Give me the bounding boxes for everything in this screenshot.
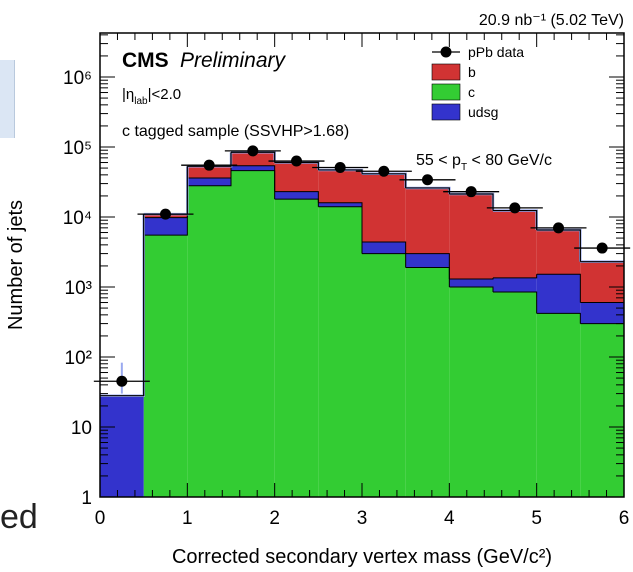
x-tick-label-1: 1 bbox=[182, 508, 193, 529]
bar-c-4 bbox=[274, 199, 319, 497]
data-point-11 bbox=[596, 242, 608, 254]
data-point-7 bbox=[422, 174, 433, 186]
bar-b-4 bbox=[274, 162, 319, 192]
status-label: Preliminary bbox=[180, 49, 287, 72]
y-tick-label-2: 10² bbox=[65, 348, 92, 369]
data-point-0 bbox=[116, 375, 128, 387]
bar-b-5 bbox=[318, 169, 362, 203]
x-tick-label-5: 5 bbox=[531, 508, 542, 529]
bar-c-3 bbox=[231, 170, 275, 498]
axis-ticks bbox=[99, 33, 625, 498]
bar-c-10 bbox=[536, 313, 581, 497]
legend-marker-pPb-data bbox=[440, 46, 452, 58]
data-point-6 bbox=[378, 165, 390, 177]
bar-c-1 bbox=[143, 235, 188, 497]
data-point-4 bbox=[291, 155, 302, 167]
bar-b-2 bbox=[187, 166, 231, 179]
bar-c-2 bbox=[187, 185, 231, 497]
bar-udsg-6 bbox=[362, 241, 406, 254]
bar-udsg-1 bbox=[143, 217, 188, 236]
bar-udsg-7 bbox=[405, 253, 450, 268]
eta-cut-label: |ηlab|<2.0 bbox=[122, 86, 181, 107]
data-point-1 bbox=[160, 208, 171, 220]
experiment-label: CMS bbox=[122, 49, 169, 72]
legend-swatch-b bbox=[431, 63, 461, 81]
histogram-stack bbox=[100, 152, 624, 498]
pt-range-label: 55 < pT < 80 GeV/c bbox=[416, 152, 552, 173]
bar-c-8 bbox=[449, 287, 493, 497]
data-point-9 bbox=[509, 202, 521, 214]
bar-udsg-3 bbox=[231, 165, 275, 171]
bar-udsg-0 bbox=[100, 395, 144, 497]
bar-b-3 bbox=[231, 152, 275, 166]
x-tick-label-2: 2 bbox=[269, 508, 280, 529]
histogram-outline bbox=[100, 151, 624, 397]
legend-label-udsg: udsg bbox=[468, 104, 498, 120]
legend-label-b: b bbox=[468, 64, 476, 80]
legend: pPb data bc udsg bbox=[431, 44, 524, 121]
bar-b-8 bbox=[449, 194, 493, 280]
data-point-8 bbox=[465, 186, 477, 198]
bar-c-9 bbox=[493, 291, 537, 497]
bar-c-5 bbox=[318, 206, 362, 497]
cropped-text-fragment: ed bbox=[0, 498, 38, 536]
bar-b-11 bbox=[580, 261, 624, 303]
bar-udsg-11 bbox=[580, 302, 624, 324]
bar-b-6 bbox=[362, 173, 406, 242]
x-tick-label-0: 0 bbox=[95, 508, 106, 529]
y-tick-labels: 1 10 10² 10³ 10⁴ 10⁵ 10⁶ bbox=[63, 68, 92, 509]
x-axis-label: Corrected secondary vertex mass (GeV/c²) bbox=[172, 546, 552, 568]
y-tick-label-0: 1 bbox=[81, 488, 92, 509]
legend-swatch-c bbox=[431, 83, 461, 101]
bar-udsg-9 bbox=[493, 277, 537, 292]
y-tick-label-3: 10³ bbox=[65, 278, 92, 299]
legend-label-pPb-data: pPb data bbox=[468, 44, 524, 60]
legend-swatch-udsg bbox=[431, 103, 461, 121]
bar-udsg-5 bbox=[318, 202, 362, 207]
legend-label-c: c bbox=[468, 84, 475, 100]
y-tick-label-6: 10⁶ bbox=[63, 68, 92, 89]
bar-udsg-4 bbox=[274, 191, 319, 200]
x-tick-label-3: 3 bbox=[357, 508, 368, 529]
x-tick-label-4: 4 bbox=[444, 508, 455, 529]
bar-udsg-8 bbox=[449, 279, 493, 287]
bar-c-6 bbox=[362, 253, 406, 497]
data-point-10 bbox=[553, 222, 564, 234]
bar-udsg-10 bbox=[536, 274, 581, 314]
bar-b-9 bbox=[493, 210, 537, 278]
bar-c-11 bbox=[580, 323, 624, 497]
sample-label: c tagged sample (SSVHP>1.68) bbox=[122, 123, 349, 140]
x-tick-label-6: 6 bbox=[619, 508, 630, 529]
y-tick-label-4: 10⁴ bbox=[63, 208, 92, 229]
data-point-3 bbox=[247, 145, 259, 157]
y-tick-label-1: 10 bbox=[71, 418, 92, 439]
luminosity-label: 20.9 nb⁻¹ (5.02 TeV) bbox=[479, 12, 624, 29]
data-points bbox=[93, 145, 631, 394]
data-point-2 bbox=[203, 159, 215, 171]
bar-c-7 bbox=[405, 267, 450, 497]
y-axis-label: Number of jets bbox=[5, 200, 27, 330]
data-point-5 bbox=[334, 161, 346, 173]
x-tick-labels: 0 1 2 3 4 5 6 bbox=[95, 508, 630, 529]
adjacent-panel-fragment bbox=[0, 60, 15, 138]
y-tick-label-5: 10⁵ bbox=[63, 138, 92, 159]
bar-udsg-2 bbox=[187, 178, 231, 186]
bar-b-10 bbox=[536, 230, 581, 275]
bar-b-7 bbox=[405, 187, 450, 254]
